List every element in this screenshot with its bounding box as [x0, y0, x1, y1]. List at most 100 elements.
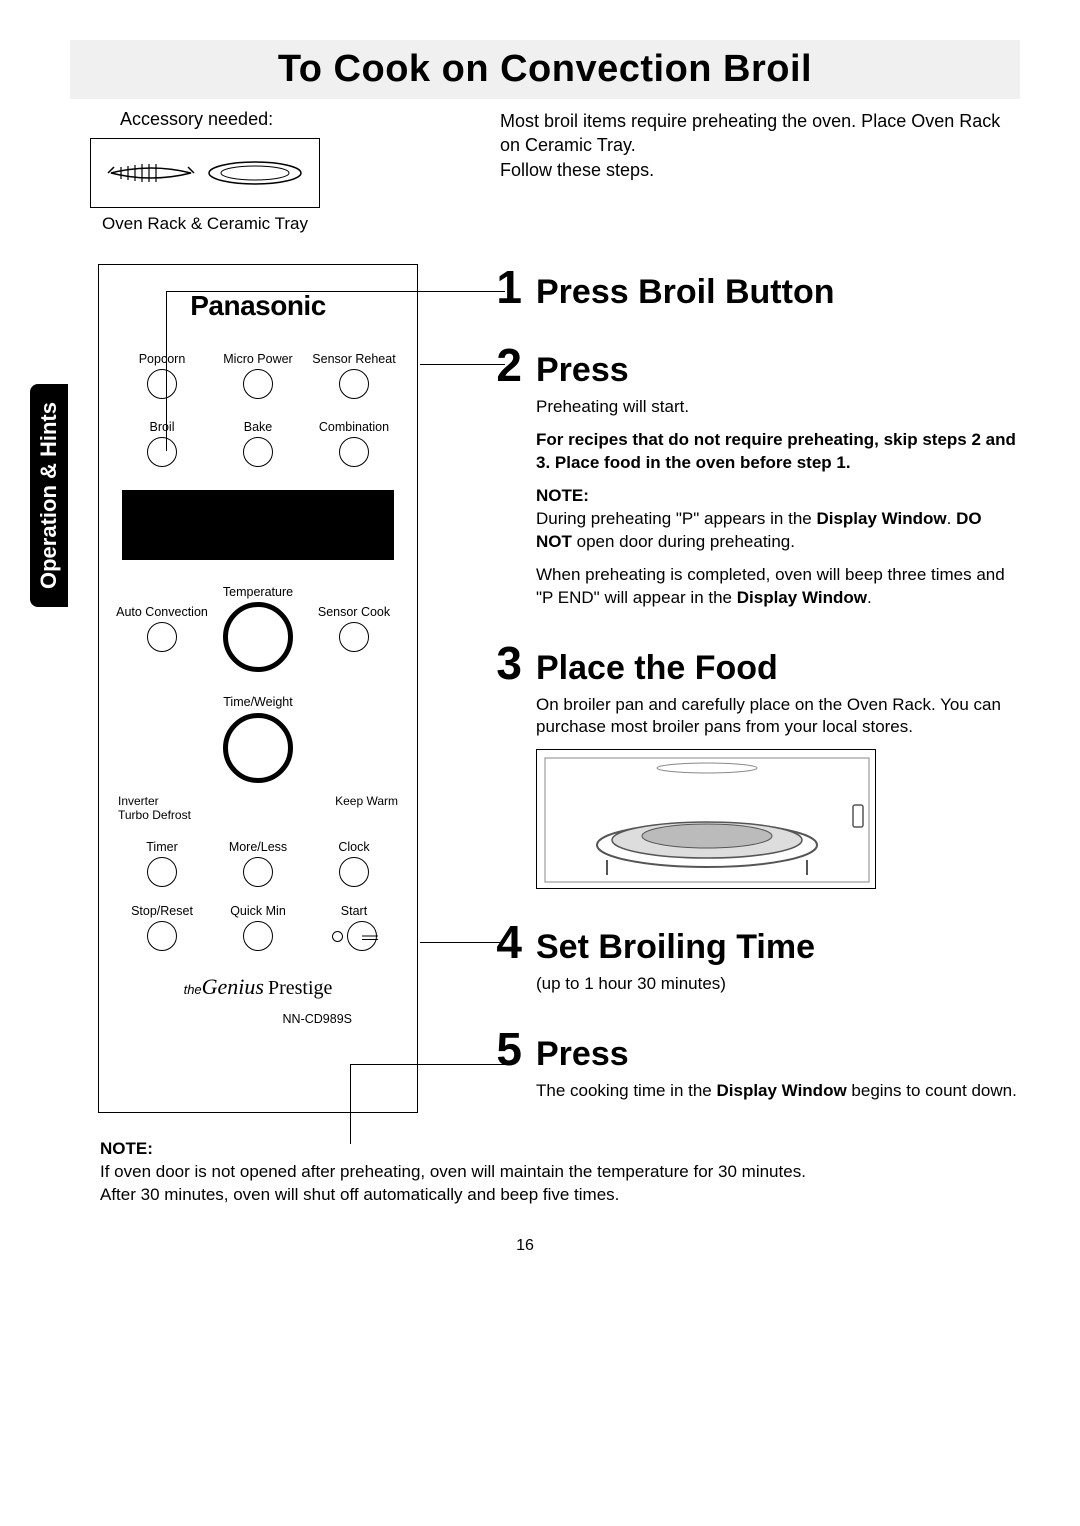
time-weight-label: Time/Weight	[114, 695, 402, 709]
button-grid-bottom: Timer More/Less Clock Stop/Reset Quick M…	[114, 840, 402, 954]
stop-reset-label: Stop/Reset	[131, 904, 193, 918]
turbo-defrost-label: Turbo Defrost	[118, 808, 191, 822]
step-3-title: Place the Food	[536, 649, 778, 688]
main-content-row: Operation & Hints Panasonic Popcorn Micr…	[30, 264, 1020, 1113]
step-3-number: 3	[488, 640, 522, 686]
dial-side-labels: Inverter Turbo Defrost Keep Warm	[114, 794, 402, 822]
step-1-number: 1	[488, 264, 522, 310]
model-number: NN-CD989S	[114, 1012, 402, 1026]
sensor-cook-button[interactable]	[339, 622, 369, 652]
accessory-row: Accessory needed: Oven Rack & Ceramic Tr…	[90, 109, 1020, 234]
auto-convection-cell: Auto Convection	[116, 605, 208, 655]
broil-button[interactable]	[147, 437, 177, 467]
temperature-dial[interactable]	[223, 602, 293, 672]
step-5-title: Press	[536, 1035, 629, 1074]
step-1-title: Press Broil Button	[536, 273, 834, 312]
button-grid-top: Popcorn Micro Power Sensor Reheat Broil …	[114, 352, 402, 470]
step-4-number: 4	[488, 919, 522, 965]
auto-convection-button[interactable]	[147, 622, 177, 652]
clock-cell: Clock	[338, 840, 369, 890]
sensor-reheat-button[interactable]	[339, 369, 369, 399]
sensor-reheat-button-cell: Sensor Reheat	[312, 352, 395, 402]
steps-column: 1 Press Broil Button 2 Press Preheating …	[488, 264, 1020, 1113]
timer-label: Timer	[146, 840, 177, 854]
display-window	[122, 490, 394, 560]
temperature-label: Temperature	[223, 585, 293, 599]
quick-min-label: Quick Min	[230, 904, 286, 918]
start-button[interactable]	[347, 921, 377, 951]
step-4-title: Set Broiling Time	[536, 928, 815, 967]
popcorn-label: Popcorn	[139, 352, 186, 366]
accessory-label: Accessory needed:	[90, 109, 320, 130]
oven-rack-icon	[106, 159, 196, 187]
stop-reset-cell: Stop/Reset	[131, 904, 193, 954]
page-number: 16	[30, 1237, 1020, 1255]
start-icon-line	[362, 936, 378, 937]
step-2-number: 2	[488, 342, 522, 388]
start-indicator-icon	[332, 931, 343, 942]
micro-power-button[interactable]	[243, 369, 273, 399]
more-less-button[interactable]	[243, 857, 273, 887]
temperature-dial-cell: Temperature	[223, 585, 293, 675]
step-5-head: 5 Press	[488, 1026, 1020, 1074]
page-title-bar: To Cook on Convection Broil	[70, 40, 1020, 99]
side-tab: Operation & Hints	[30, 384, 68, 607]
step-5-number: 5	[488, 1026, 522, 1072]
keep-warm-label: Keep Warm	[335, 794, 398, 822]
auto-convection-label: Auto Convection	[116, 605, 208, 619]
connector-line-1v	[166, 291, 167, 451]
popcorn-button[interactable]	[147, 369, 177, 399]
quick-min-cell: Quick Min	[230, 904, 286, 954]
start-icon-line2	[362, 939, 378, 940]
combination-label: Combination	[319, 420, 389, 434]
clock-button[interactable]	[339, 857, 369, 887]
step-3-head: 3 Place the Food	[488, 640, 1020, 688]
sensor-cook-cell: Sensor Cook	[318, 605, 390, 655]
bake-button[interactable]	[243, 437, 273, 467]
popcorn-button-cell: Popcorn	[139, 352, 186, 402]
dial-row: Auto Convection Temperature Sensor Cook	[114, 585, 402, 675]
step-1-head: 1 Press Broil Button	[488, 264, 1020, 312]
bottom-note: NOTE: If oven door is not opened after p…	[100, 1138, 1020, 1207]
stop-reset-button[interactable]	[147, 921, 177, 951]
more-less-label: More/Less	[229, 840, 287, 854]
step-2-line-2: For recipes that do not require preheati…	[536, 429, 1020, 475]
step-2-note: NOTE: During preheating "P" appears in th…	[536, 485, 1020, 554]
ceramic-tray-icon	[205, 159, 305, 187]
sensor-reheat-label: Sensor Reheat	[312, 352, 395, 366]
page-title: To Cook on Convection Broil	[70, 48, 1020, 91]
quick-min-button[interactable]	[243, 921, 273, 951]
clock-label: Clock	[338, 840, 369, 854]
step-2-line-4: When preheating is completed, oven will …	[536, 564, 1020, 610]
inverter-label: Inverter	[118, 794, 159, 808]
intro-text: Most broil items require preheating the …	[500, 109, 1020, 234]
micro-power-button-cell: Micro Power	[223, 352, 292, 402]
bake-button-cell: Bake	[243, 420, 273, 470]
step-5-body: The cooking time in the Display Window b…	[536, 1080, 1020, 1103]
timer-cell: Timer	[146, 840, 177, 890]
accessory-column: Accessory needed: Oven Rack & Ceramic Tr…	[90, 109, 320, 234]
combination-button[interactable]	[339, 437, 369, 467]
step-2-note-heading: NOTE:	[536, 486, 589, 505]
step-4-head: 4 Set Broiling Time	[488, 919, 1020, 967]
oven-interior-illustration	[536, 749, 876, 889]
step-5: 5 Press The cooking time in the Display …	[488, 1026, 1020, 1103]
sub-brand-genius: Genius	[202, 974, 264, 999]
step-4: 4 Set Broiling Time (up to 1 hour 30 min…	[488, 919, 1020, 996]
bottom-note-line-2: After 30 minutes, oven will shut off aut…	[100, 1185, 619, 1204]
step-2-note-text: During preheating "P" appears in the Dis…	[536, 509, 982, 551]
time-weight-dial[interactable]	[223, 713, 293, 783]
step-4-line-1: (up to 1 hour 30 minutes)	[536, 973, 1020, 996]
step-3: 3 Place the Food On broiler pan and care…	[488, 640, 1020, 890]
step-5-line-1: The cooking time in the Display Window b…	[536, 1080, 1020, 1103]
combination-button-cell: Combination	[319, 420, 389, 470]
micro-power-label: Micro Power	[223, 352, 292, 366]
sub-brand-prestige: Prestige	[268, 977, 332, 999]
timer-button[interactable]	[147, 857, 177, 887]
accessory-illustration	[90, 138, 320, 208]
control-panel: Panasonic Popcorn Micro Power Sensor Reh…	[98, 264, 418, 1113]
step-2: 2 Press Preheating will start. For recip…	[488, 342, 1020, 610]
bottom-note-line-1: If oven door is not opened after preheat…	[100, 1162, 806, 1181]
connector-line-1h	[166, 291, 420, 292]
time-weight-dial-wrap	[114, 713, 402, 788]
